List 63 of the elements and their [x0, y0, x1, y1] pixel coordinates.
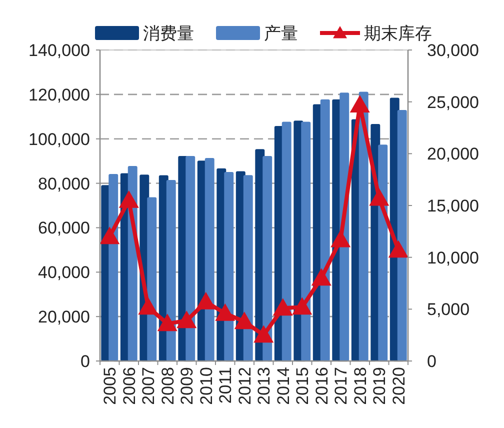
point [215, 303, 236, 321]
x-tick-label: 2018 [350, 367, 370, 405]
point [254, 325, 274, 343]
bar [358, 92, 368, 361]
y2-tick-label: 10,000 [427, 248, 479, 268]
y-tick-label: 100,000 [28, 130, 90, 149]
y2-tick-label: 25,000 [427, 92, 479, 112]
x-tick-label: 2007 [139, 367, 158, 405]
y-tick-label: 40,000 [38, 263, 90, 282]
x-tick-label: 2017 [332, 367, 351, 405]
bar [204, 158, 214, 361]
bar [243, 175, 253, 361]
point [157, 314, 178, 332]
x-tick-label: 2009 [178, 367, 197, 405]
y2-tick-label: 30,000 [427, 41, 479, 60]
y2-tick-label: 20,000 [427, 144, 479, 164]
y-tick-label: 80,000 [38, 174, 90, 194]
point [311, 268, 332, 286]
point [272, 298, 293, 316]
legend-label: 产量 [264, 24, 298, 43]
x-tick-label: 2015 [293, 367, 312, 405]
x-tick-label: 2006 [120, 367, 139, 405]
point [138, 297, 158, 315]
point [388, 240, 408, 258]
bar [166, 180, 176, 361]
y-tick-label: 0 [80, 352, 90, 371]
point [330, 230, 351, 248]
point [369, 188, 390, 206]
bar [224, 172, 234, 361]
y2-tick-label: 15,000 [427, 196, 479, 216]
legend-label: 消费量 [143, 24, 194, 43]
point [176, 310, 197, 328]
point [350, 94, 370, 112]
bar [186, 156, 196, 361]
x-tick-label: 2008 [158, 367, 178, 405]
y-tick-label: 60,000 [38, 218, 90, 238]
y-tick-label: 140,000 [28, 41, 90, 60]
bar [108, 174, 118, 361]
bar [262, 156, 272, 361]
point [196, 292, 216, 310]
bar [378, 144, 388, 361]
x-tick-label: 2013 [254, 367, 274, 405]
point [292, 297, 312, 315]
y2-tick-label: 5,000 [427, 300, 470, 320]
x-tick-label: 2020 [389, 367, 408, 405]
point [118, 190, 139, 208]
y-tick-label: 120,000 [28, 85, 90, 104]
x-tick-label: 2010 [196, 367, 216, 405]
bar [301, 122, 311, 361]
x-tick-label: 2014 [274, 367, 293, 405]
x-tick-label: 2019 [370, 367, 390, 405]
bar [397, 110, 407, 361]
x-tick-label: 2012 [235, 367, 254, 405]
bar [147, 197, 157, 361]
legend-label: 期末库存 [364, 24, 432, 43]
bar [282, 122, 292, 361]
y-tick-label: 20,000 [38, 308, 90, 327]
y2-tick-label: 0 [427, 352, 436, 371]
point [100, 226, 120, 244]
x-tick-label: 2011 [216, 367, 236, 404]
x-tick-label: 2005 [100, 367, 120, 405]
x-tick-label: 2016 [312, 367, 332, 405]
bar [320, 99, 330, 361]
